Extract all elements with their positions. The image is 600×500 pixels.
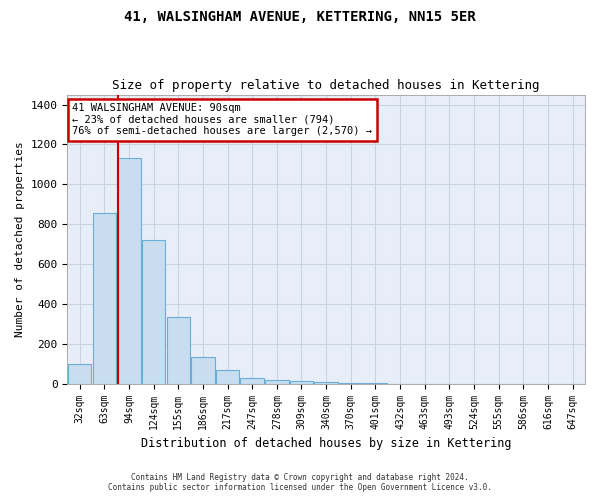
Bar [92, 213, 116, 384]
Title: Size of property relative to detached houses in Kettering: Size of property relative to detached ho… [112, 79, 540, 92]
Bar [265, 380, 289, 384]
X-axis label: Distribution of detached houses by size in Kettering: Distribution of detached houses by size … [141, 437, 511, 450]
Bar [314, 382, 338, 384]
Y-axis label: Number of detached properties: Number of detached properties [15, 141, 25, 337]
Bar [216, 370, 239, 384]
Bar [117, 158, 140, 384]
Text: Contains HM Land Registry data © Crown copyright and database right 2024.
Contai: Contains HM Land Registry data © Crown c… [108, 473, 492, 492]
Bar [68, 364, 91, 384]
Bar [241, 378, 264, 384]
Bar [290, 380, 313, 384]
Bar [142, 240, 165, 384]
Bar [339, 382, 362, 384]
Bar [191, 357, 215, 384]
Bar [364, 382, 387, 384]
Bar [167, 317, 190, 384]
Text: 41, WALSINGHAM AVENUE, KETTERING, NN15 5ER: 41, WALSINGHAM AVENUE, KETTERING, NN15 5… [124, 10, 476, 24]
Text: 41 WALSINGHAM AVENUE: 90sqm
← 23% of detached houses are smaller (794)
76% of se: 41 WALSINGHAM AVENUE: 90sqm ← 23% of det… [73, 103, 373, 136]
